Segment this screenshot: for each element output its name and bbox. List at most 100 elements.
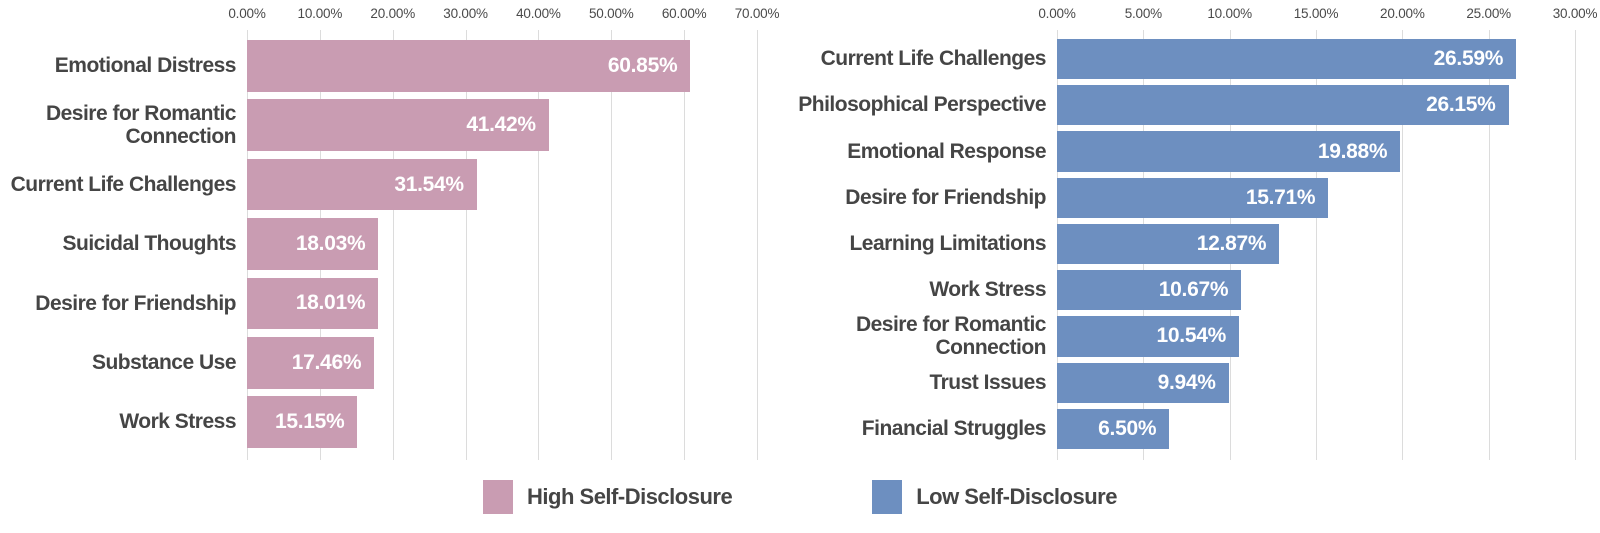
gridline — [538, 30, 540, 460]
bar: 60.85% — [247, 39, 691, 92]
bar-value-label: 9.94% — [1157, 370, 1216, 394]
bar-row: 19.88% — [1057, 128, 1575, 174]
high-self-disclosure-chart: 0.00% 10.00% 20.00% 30.00% 40.00% 50.00% 60.00… — [0, 0, 779, 460]
bar-value-label: 6.50% — [1098, 416, 1157, 440]
x-axis-tick-label: 25.00% — [1466, 6, 1511, 21]
bar-value-label: 41.42% — [466, 113, 536, 137]
bar-row: 10.54% — [1057, 313, 1575, 359]
category-label: Substance Use — [91, 351, 237, 375]
x-axis-tick-label: 70.00% — [734, 6, 780, 21]
category-labels-high: Emotional Distress Desire for Romantic Co… — [0, 30, 247, 460]
bar: 31.54% — [247, 158, 477, 211]
bar-value-label: 10.67% — [1158, 278, 1229, 302]
low-self-disclosure-chart: 0.00% 5.00% 10.00% 15.00% 20.00% 25.00% 30.00%… — [757, 0, 1600, 460]
x-axis-tick-label: 30.00% — [1552, 6, 1598, 21]
bar-row: 18.01% — [247, 274, 757, 333]
bar: 18.03% — [247, 218, 379, 270]
category-label: Work Stress — [929, 277, 1046, 301]
category-label: Desire for Friendship — [35, 291, 236, 315]
bar-value-label: 60.85% — [607, 53, 678, 77]
category-label: Current Life Challenges — [820, 47, 1047, 71]
category-label: Suicidal Thoughts — [62, 232, 237, 256]
high-self-disclosure-swatch — [483, 479, 514, 514]
x-axis-tick-label: 10.00% — [297, 6, 343, 21]
bar-value-label: 10.54% — [1156, 324, 1227, 348]
legend-item-low: Low Self-Disclosure — [872, 479, 1117, 514]
bar-value-label: 15.15% — [274, 410, 345, 434]
bar-row: 18.03% — [247, 214, 757, 273]
category-labels-low: Current Life Challenges Philosophical Per… — [757, 30, 1057, 460]
bar-value-label: 19.88% — [1317, 139, 1388, 163]
bars-high: 60.85% 41.42% 31.54% 18.03% 18.01% 17.46% 15.1… — [247, 30, 757, 460]
bar-row: 6.50% — [1057, 406, 1575, 452]
bar: 15.15% — [247, 396, 358, 449]
gridline — [1316, 30, 1317, 460]
x-axis-tick-label: 0.00% — [228, 6, 266, 21]
bar-value-label: 12.87% — [1196, 231, 1267, 255]
gridline — [684, 30, 686, 460]
bar-row: 15.71% — [1057, 175, 1575, 221]
gridline — [465, 30, 467, 460]
category-label: Desire for Friendship — [845, 185, 1046, 209]
bar: 19.88% — [1057, 131, 1401, 172]
legend-item-high: High Self-Disclosure — [483, 479, 733, 514]
bar-value-label: 18.01% — [295, 291, 366, 315]
legend: High Self-Disclosure Low Self-Disclosure — [0, 460, 1600, 533]
bar: 26.15% — [1057, 85, 1509, 126]
x-axis-tick-label: 30.00% — [443, 6, 488, 21]
category-label: Learning Limitations — [849, 231, 1046, 255]
x-axis-tick-label: 60.00% — [661, 6, 707, 21]
legend-label-low: Low Self-Disclosure — [916, 483, 1117, 509]
x-axis-low: 0.00% 5.00% 10.00% 15.00% 20.00% 25.00% 30.00% — [1038, 0, 1597, 30]
bar-value-label: 18.03% — [295, 231, 366, 255]
bar: 15.71% — [1057, 177, 1329, 218]
bar-value-label: 26.59% — [1433, 47, 1504, 71]
gridline — [757, 30, 758, 460]
bar-row: 9.94% — [1057, 360, 1575, 406]
bar-row: 26.59% — [1057, 36, 1575, 82]
charts-row: 0.00% 10.00% 20.00% 30.00% 40.00% 50.00% 60.00… — [0, 0, 1600, 460]
category-label: Work Stress — [119, 410, 236, 434]
bar-row: 26.15% — [1057, 82, 1575, 128]
gridline — [1402, 30, 1404, 460]
bar-row: 10.67% — [1057, 267, 1575, 313]
x-axis-tick-label: 20.00% — [370, 6, 415, 21]
bar-row: 17.46% — [247, 333, 757, 392]
category-label: Emotional Distress — [54, 53, 237, 77]
low-self-disclosure-swatch — [872, 479, 903, 514]
bar: 6.50% — [1057, 408, 1170, 449]
category-label: Philosophical Perspective — [798, 93, 1046, 117]
bar-value-label: 26.15% — [1426, 93, 1496, 117]
plot-area-high: 60.85% 41.42% 31.54% 18.03% 18.01% 17.46% 15.1… — [247, 30, 758, 460]
x-axis-high: 0.00% 10.00% 20.00% 30.00% 40.00% 50.00% 60.00… — [228, 0, 779, 30]
bar-row: 31.54% — [247, 155, 757, 214]
bar: 41.42% — [247, 99, 549, 151]
bar: 10.67% — [1057, 270, 1242, 311]
bar-value-label: 17.46% — [291, 350, 362, 374]
bar: 26.59% — [1057, 39, 1517, 80]
x-axis-tick-label: 20.00% — [1380, 6, 1425, 21]
x-axis-tick-label: 40.00% — [516, 6, 561, 21]
x-axis-tick-label: 15.00% — [1293, 6, 1339, 21]
bar: 18.01% — [247, 277, 379, 330]
bar-value-label: 15.71% — [1245, 185, 1316, 209]
plot-area-low: 26.59% 26.15% 19.88% 15.71% 12.87% 10.67% 10.5… — [1057, 30, 1576, 460]
x-axis-tick-label: 50.00% — [588, 6, 634, 21]
category-label: Trust Issues — [929, 371, 1046, 395]
gridline — [611, 30, 613, 460]
bars-low: 26.59% 26.15% 19.88% 15.71% 12.87% 10.67% 10.5… — [1057, 30, 1575, 460]
corner-spacer — [757, 0, 1057, 30]
gridline — [392, 30, 394, 460]
bar-value-label: 31.54% — [394, 172, 464, 196]
x-axis-tick-label: 5.00% — [1124, 6, 1162, 21]
x-axis-tick-label: 10.00% — [1207, 6, 1252, 21]
corner-spacer — [0, 0, 247, 30]
x-axis-tick-label: 0.00% — [1038, 6, 1076, 21]
category-label: Emotional Response — [847, 139, 1046, 163]
bar-row: 15.15% — [247, 393, 757, 452]
bar: 12.87% — [1057, 223, 1280, 265]
bar: 17.46% — [247, 336, 375, 389]
legend-label-high: High Self-Disclosure — [527, 483, 733, 509]
gridline — [1575, 30, 1576, 460]
